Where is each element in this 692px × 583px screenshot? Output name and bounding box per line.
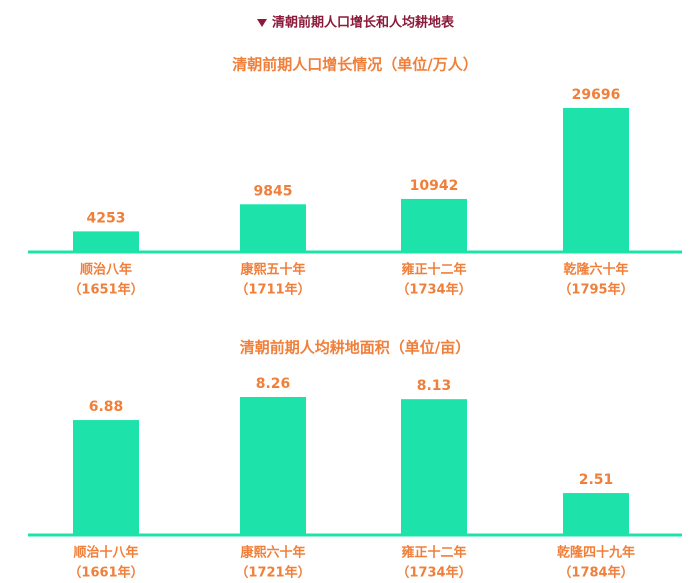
x-tick-note: （1711年）	[235, 282, 310, 298]
x-tick-note: （1734年）	[396, 565, 471, 581]
x-tick-label: 顺治十八年	[73, 545, 138, 561]
bar	[401, 198, 467, 252]
value-label: 6.88	[89, 399, 124, 415]
chart-title: 清朝前期人均耕地面积（单位/亩）	[240, 339, 470, 357]
x-tick-note: （1721年）	[235, 565, 310, 581]
bar	[73, 420, 139, 535]
x-tick-note: （1784年）	[558, 565, 633, 581]
x-tick-label: 雍正十二年	[401, 262, 466, 278]
bar	[401, 399, 467, 535]
value-label: 29696	[572, 87, 621, 103]
bar	[240, 397, 306, 535]
value-label: 4253	[87, 210, 126, 226]
x-tick-label: 乾隆六十年	[563, 262, 628, 278]
value-label: 8.26	[256, 376, 291, 392]
x-tick-label: 康熙五十年	[240, 262, 305, 278]
bar	[240, 204, 306, 252]
header-title: 清朝前期人口增长和人均耕地表	[272, 15, 455, 31]
chart-title: 清朝前期人口增长情况（单位/万人）	[232, 56, 477, 74]
bar	[73, 231, 139, 252]
x-tick-note: （1734年）	[396, 282, 471, 298]
x-tick-note: （1651年）	[68, 282, 143, 298]
bar	[563, 493, 629, 535]
x-tick-label: 雍正十二年	[401, 545, 466, 561]
x-tick-note: （1795年）	[558, 282, 633, 298]
header-marker	[257, 19, 267, 27]
x-tick-label: 康熙六十年	[240, 545, 305, 561]
value-label: 8.13	[417, 378, 452, 394]
x-tick-note: （1661年）	[68, 565, 143, 581]
x-tick-label: 乾隆四十九年	[557, 545, 635, 561]
bar	[563, 108, 629, 252]
x-tick-label: 顺治八年	[80, 262, 132, 278]
value-label: 2.51	[579, 472, 614, 488]
value-label: 9845	[254, 183, 293, 199]
value-label: 10942	[410, 178, 459, 194]
